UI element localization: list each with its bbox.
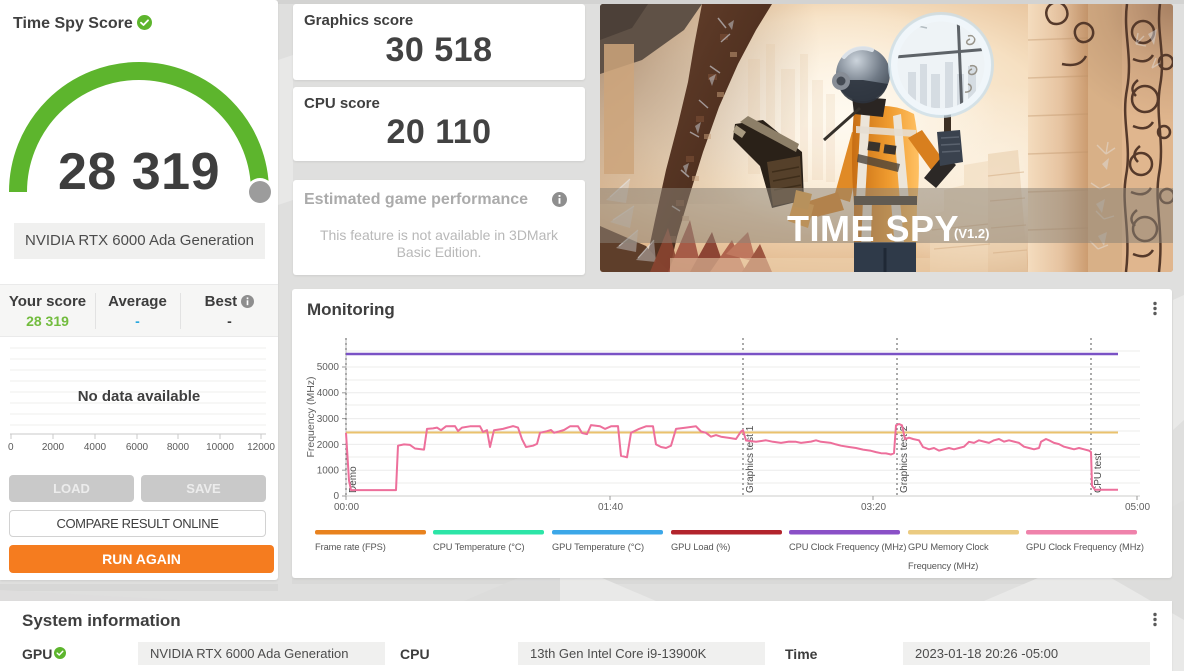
svg-text:(V1.2): (V1.2) — [954, 226, 989, 241]
svg-text:2000: 2000 — [317, 440, 340, 451]
svg-text:Graphics test 1: Graphics test 1 — [745, 425, 756, 493]
svg-text:TIME SPY: TIME SPY — [787, 208, 959, 249]
svg-text:GPU Memory Clock: GPU Memory Clock — [908, 542, 989, 552]
svg-text:5000: 5000 — [317, 362, 340, 373]
svg-text:CPU Temperature (°C): CPU Temperature (°C) — [433, 542, 524, 552]
svg-text:2000: 2000 — [42, 442, 65, 453]
svg-text:GPU Clock Frequency (MHz): GPU Clock Frequency (MHz) — [1026, 542, 1144, 552]
svg-text:Frame rate (FPS): Frame rate (FPS) — [315, 542, 386, 552]
svg-text:00:00: 00:00 — [334, 502, 359, 513]
svg-text:1000: 1000 — [317, 466, 340, 477]
svg-text:03:20: 03:20 — [861, 502, 886, 513]
svg-text:CPU Clock Frequency (MHz): CPU Clock Frequency (MHz) — [789, 542, 906, 552]
svg-text:0: 0 — [8, 442, 14, 453]
svg-text:6000: 6000 — [126, 442, 149, 453]
svg-text:4000: 4000 — [84, 442, 107, 453]
svg-text:Graphics test 2: Graphics test 2 — [899, 425, 910, 493]
svg-text:3000: 3000 — [317, 414, 340, 425]
svg-text:Frequency (MHz): Frequency (MHz) — [305, 376, 317, 457]
svg-text:12000: 12000 — [247, 442, 275, 453]
svg-text:05:00: 05:00 — [1125, 502, 1150, 513]
svg-text:8000: 8000 — [167, 442, 190, 453]
svg-text:CPU test: CPU test — [1093, 453, 1104, 493]
svg-text:4000: 4000 — [317, 388, 340, 399]
svg-text:GPU Temperature (°C): GPU Temperature (°C) — [552, 542, 644, 552]
svg-text:Demo: Demo — [348, 466, 359, 493]
svg-text:GPU Load (%): GPU Load (%) — [671, 542, 730, 552]
svg-text:01:40: 01:40 — [598, 502, 623, 513]
svg-text:0: 0 — [333, 491, 339, 502]
svg-text:Frequency (MHz): Frequency (MHz) — [908, 561, 978, 571]
svg-text:10000: 10000 — [206, 442, 234, 453]
